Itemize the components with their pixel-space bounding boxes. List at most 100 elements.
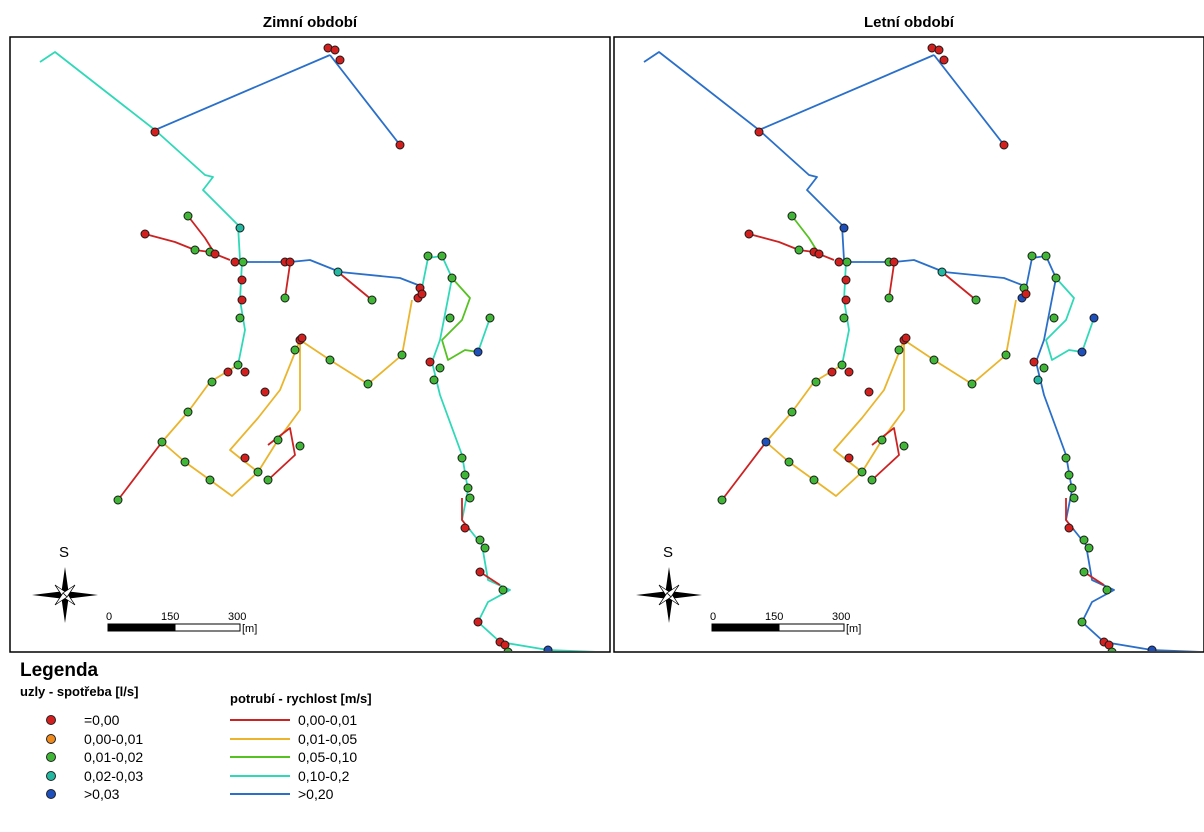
network-node — [543, 645, 553, 651]
legend-pipe-label: 0,00-0,01 — [298, 712, 358, 728]
network-node — [1041, 251, 1051, 261]
network-node — [113, 495, 123, 505]
network-node — [1027, 251, 1037, 261]
network-node — [1102, 585, 1112, 595]
legend-node-item: >0,03 — [46, 786, 119, 802]
network-node — [485, 313, 495, 323]
network-node — [844, 367, 854, 377]
scale-label: 300 — [832, 611, 850, 623]
panel-title-summer: Letní období — [864, 14, 954, 31]
legend-node-item: =0,00 — [46, 712, 119, 728]
network-node — [235, 223, 245, 233]
network-node — [157, 437, 167, 447]
network-node — [967, 379, 977, 389]
network-node — [842, 257, 852, 267]
legend-pipe-label: 0,10-0,2 — [298, 767, 350, 784]
panel-title-winter: Zimní období — [262, 14, 358, 31]
network-node — [1033, 375, 1043, 385]
network-node — [1064, 523, 1074, 533]
network-node — [1029, 357, 1039, 367]
legend-pipe-symbol — [230, 793, 290, 795]
network-node — [475, 535, 485, 545]
network-node — [503, 647, 513, 651]
map-frame-winter — [9, 36, 611, 653]
network-node — [744, 229, 754, 239]
network-node — [1051, 273, 1061, 283]
network-node — [140, 229, 150, 239]
scale-label: 150 — [765, 611, 783, 623]
network-node — [325, 355, 335, 365]
network-node — [889, 257, 899, 267]
network-node — [445, 313, 455, 323]
network-node — [784, 457, 794, 467]
network-node — [363, 379, 373, 389]
network-node — [754, 127, 764, 137]
network-node — [844, 453, 854, 463]
network-node — [295, 441, 305, 451]
network-node — [460, 523, 470, 533]
pipe-segment — [861, 342, 905, 473]
legend-pipe-item: 0,00-0,01 — [230, 712, 357, 728]
pipe-segment — [721, 441, 767, 501]
legend-node-item: 0,00-0,01 — [46, 731, 143, 747]
legend-pipe-symbol — [230, 737, 290, 740]
network-node — [463, 483, 473, 493]
network-node — [1077, 347, 1087, 357]
network-node — [934, 45, 944, 55]
pipe-segment — [477, 317, 491, 353]
pipe-segment — [1081, 317, 1095, 353]
network-node — [1147, 645, 1157, 651]
network-node — [330, 45, 340, 55]
pipe-segment — [161, 299, 413, 497]
legend-nodes-title: uzly - spotřeba [l/s] — [20, 684, 139, 699]
network-node — [1064, 470, 1074, 480]
scale-unit: [m] — [846, 623, 861, 635]
pipe-segment — [238, 259, 421, 299]
network-node — [787, 407, 797, 417]
network-node — [834, 257, 844, 267]
network-node — [1067, 483, 1077, 493]
network-node — [839, 313, 849, 323]
network-node — [460, 470, 470, 480]
network-node — [841, 295, 851, 305]
network-map-summer: S 0 150 300[m] — [636, 43, 1200, 651]
legend-title: Legenda — [20, 660, 99, 681]
network-node — [435, 363, 445, 373]
network-node — [233, 360, 243, 370]
network-node — [1089, 313, 1099, 323]
network-node — [937, 267, 947, 277]
network-node — [787, 211, 797, 221]
legend-pipe-symbol — [230, 719, 290, 721]
network-node — [761, 437, 771, 447]
map-frame-summer — [613, 36, 1204, 653]
network-node — [1039, 363, 1049, 373]
network-node — [811, 377, 821, 387]
legend-node-symbol — [46, 789, 56, 799]
network-node — [827, 367, 837, 377]
network-node — [901, 333, 911, 343]
network-node — [1107, 647, 1117, 651]
pipe-segment — [888, 263, 895, 299]
network-node — [475, 567, 485, 577]
network-node — [280, 293, 290, 303]
network-node — [1001, 350, 1011, 360]
legend-pipe-item: >0,20 — [230, 786, 333, 802]
network-node — [1079, 567, 1089, 577]
pipe-segment — [257, 342, 301, 473]
north-arrow-icon — [636, 567, 702, 623]
pipe-segment — [284, 263, 291, 299]
network-node — [877, 435, 887, 445]
network-node — [1077, 617, 1087, 627]
network-node — [253, 467, 263, 477]
network-node — [717, 495, 727, 505]
network-node — [260, 387, 270, 397]
compass-letter: S — [663, 544, 673, 561]
network-node — [150, 127, 160, 137]
network-node — [884, 293, 894, 303]
legend-node-item: 0,02-0,03 — [46, 768, 143, 784]
legend-node-symbol — [46, 752, 56, 762]
pipe-segment — [117, 441, 163, 501]
pipe-segment — [1045, 277, 1083, 361]
network-node — [285, 257, 295, 267]
pipe-segment — [758, 54, 935, 131]
